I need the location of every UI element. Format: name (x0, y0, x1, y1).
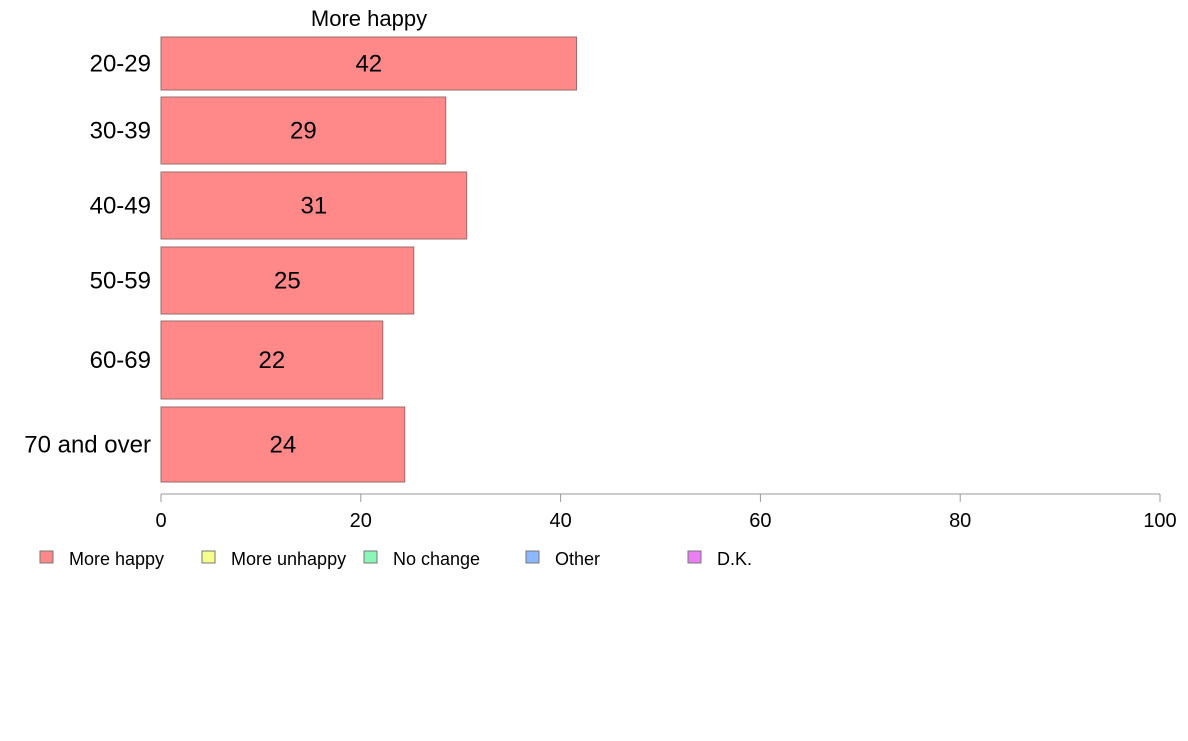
legend-label: More happy (69, 549, 164, 569)
bar-50-59 (160, 246, 415, 315)
bar-value-label: 24 (270, 432, 297, 459)
bar-value-label: 22 (259, 347, 286, 374)
bar-value-label: 31 (300, 193, 327, 220)
x-tick-label: 100 (1143, 510, 1176, 532)
legend-label: More unhappy (231, 549, 346, 569)
legend-swatch (525, 550, 540, 564)
legend-label: Other (555, 549, 600, 569)
category-label: 50-59 (90, 268, 151, 295)
bar-value-label: 25 (274, 268, 301, 295)
bar-30-39 (160, 96, 447, 165)
x-axis: 0 20 40 60 80 100 (155, 493, 1177, 532)
category-label: 60-69 (90, 347, 151, 374)
bar-60-69 (160, 320, 384, 400)
bar-70-and-over (160, 406, 406, 483)
bars-group: 42 29 31 25 22 24 (160, 36, 578, 483)
category-labels: 20-29 30-39 40-49 50-59 60-69 70 and over (24, 51, 151, 459)
x-tick-label: 80 (949, 510, 971, 532)
x-tick-label: 0 (155, 510, 166, 532)
legend: More happy More unhappy No change Other D.K. (39, 549, 752, 569)
legend-swatch (201, 550, 216, 564)
bar-value-label: 42 (355, 51, 382, 78)
bar-20-29 (160, 36, 578, 91)
category-label: 70 and over (24, 432, 151, 459)
legend-label: D.K. (717, 549, 752, 569)
bar-40-49 (160, 171, 468, 240)
category-label: 30-39 (90, 118, 151, 145)
legend-swatch (687, 550, 702, 564)
bar-value-label: 29 (290, 118, 317, 145)
x-tick-label: 60 (749, 510, 771, 532)
panel-title: More happy (311, 6, 427, 31)
x-tick-label: 40 (549, 510, 571, 532)
legend-swatch (363, 550, 378, 564)
category-label: 20-29 (90, 51, 151, 78)
x-tick-label: 20 (350, 510, 372, 532)
category-label: 40-49 (90, 193, 151, 220)
legend-swatch (39, 550, 54, 564)
legend-label: No change (393, 549, 480, 569)
